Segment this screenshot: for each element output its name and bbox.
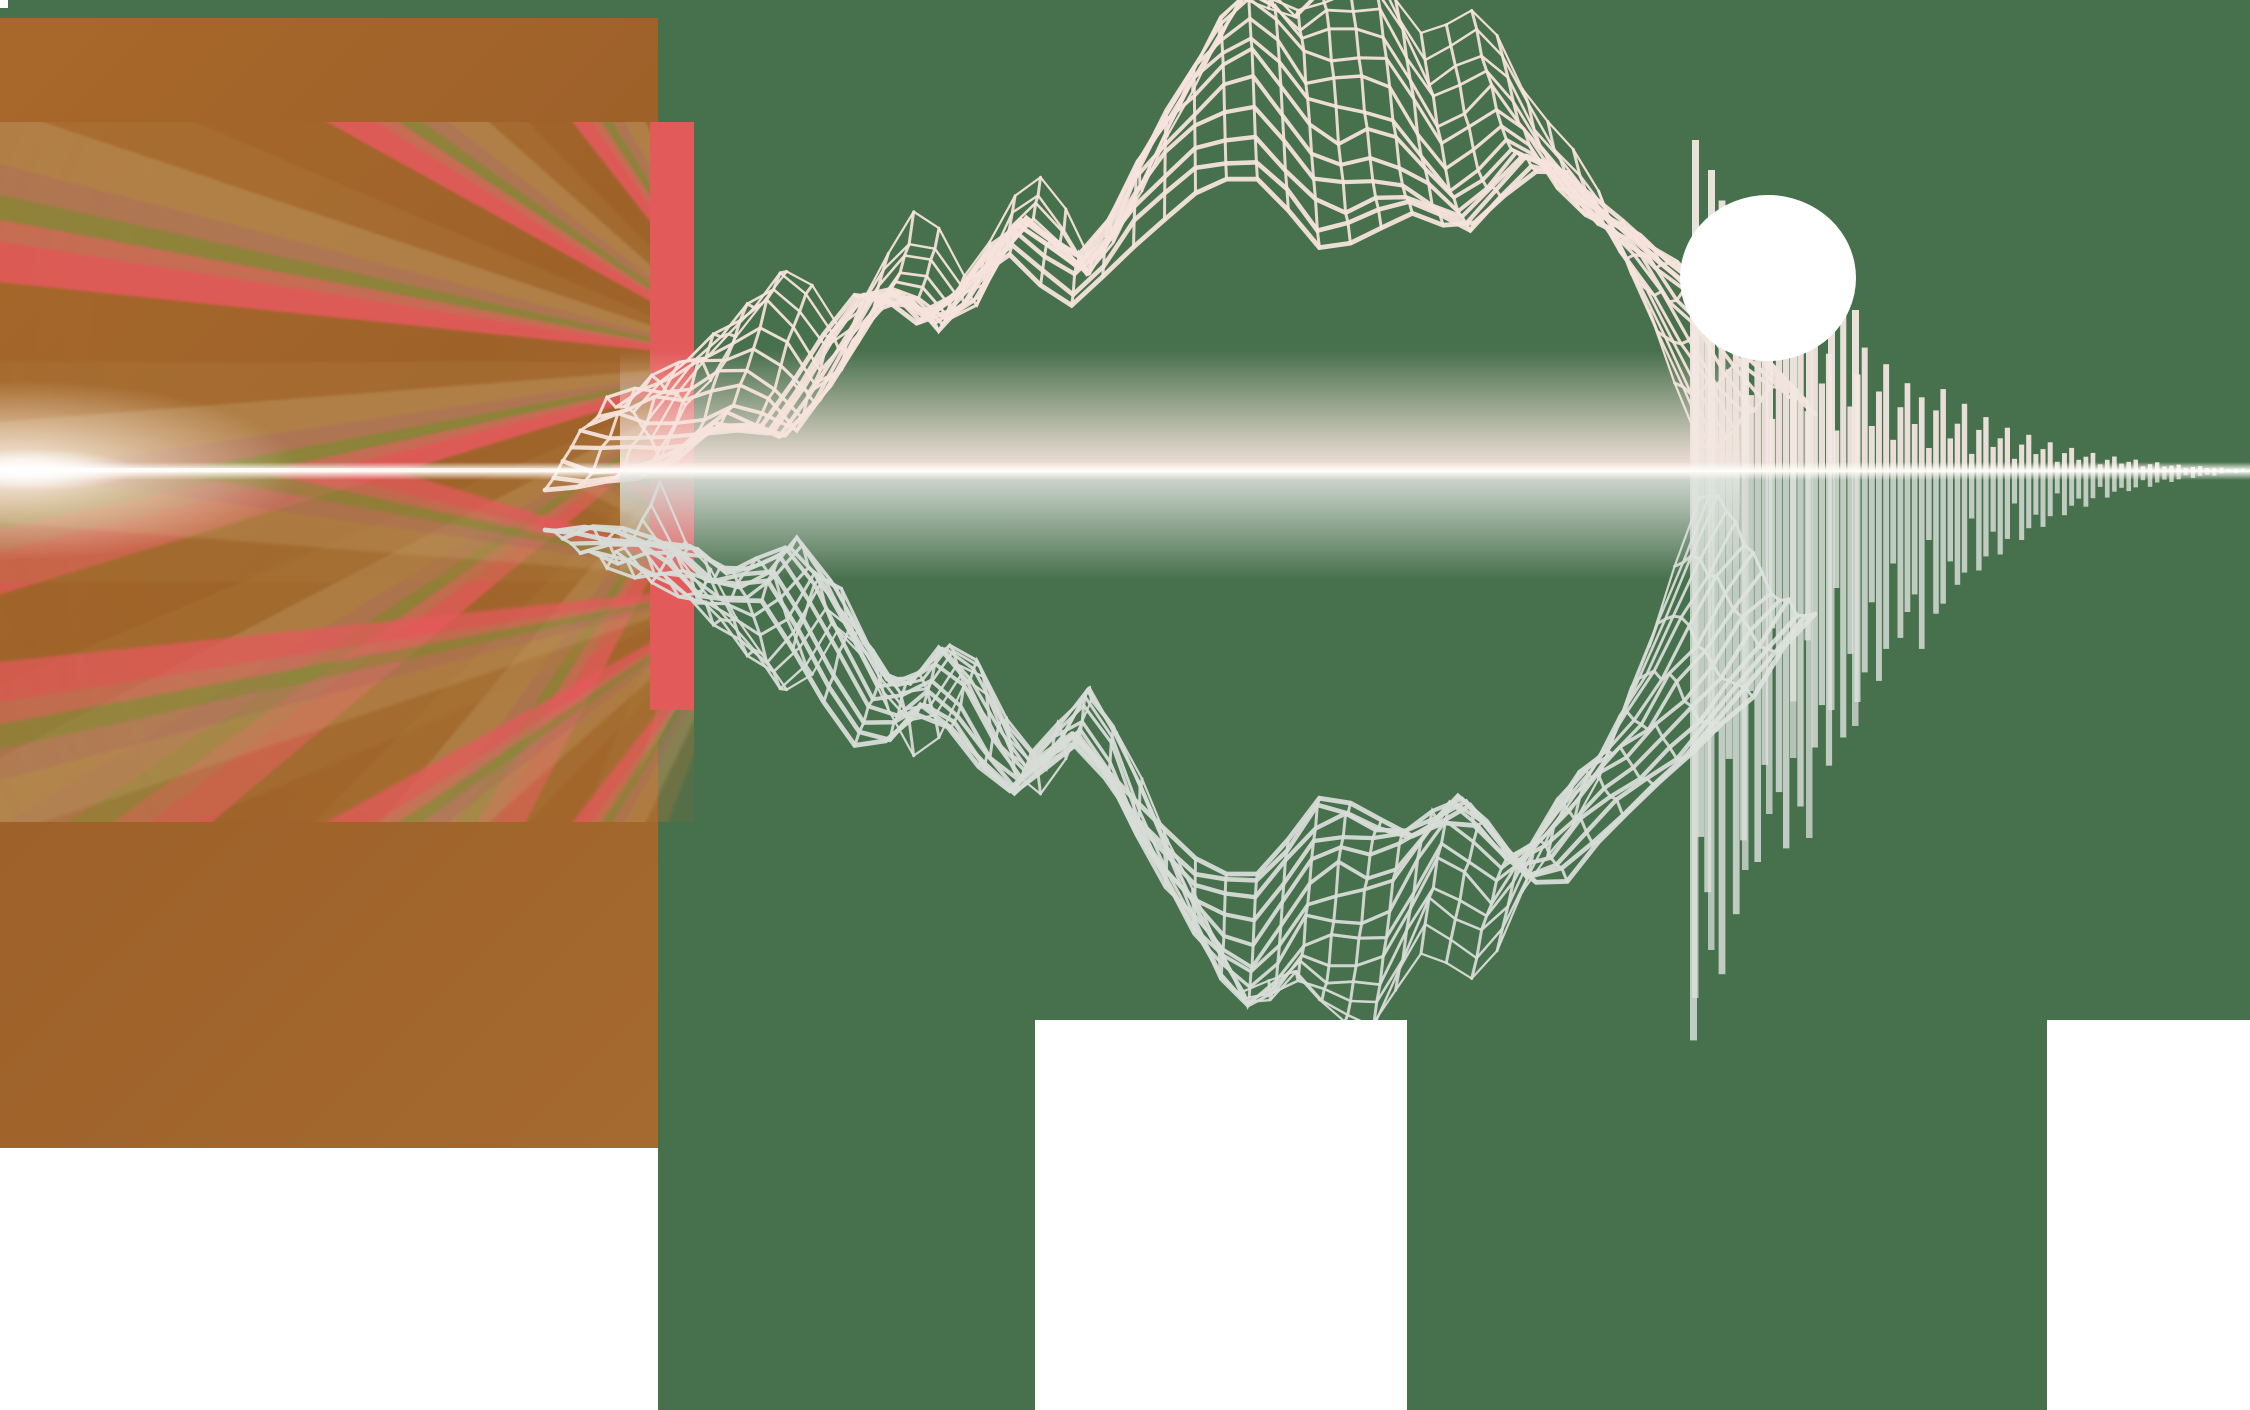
mirror-axis-line xyxy=(0,462,2250,480)
white-block-bottom-right xyxy=(2047,1020,2250,1410)
mirror-axis-core xyxy=(0,468,690,472)
white-block-bottom-left xyxy=(0,1148,658,1410)
white-block-bottom-center xyxy=(1035,1020,1407,1410)
white-sun-disc xyxy=(1680,195,1856,361)
mirror-axis-flare xyxy=(0,430,220,510)
corner-white-square xyxy=(0,0,8,8)
